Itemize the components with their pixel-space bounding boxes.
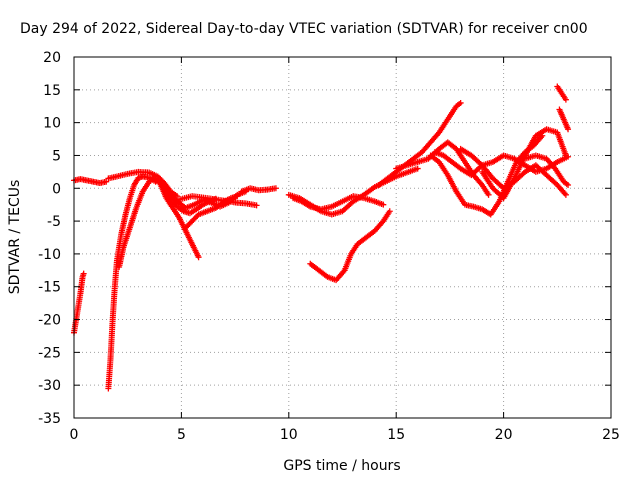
- chart-title: Day 294 of 2022, Sidereal Day-to-day VTE…: [20, 21, 588, 37]
- series-arc-17: [431, 149, 572, 179]
- y-tick-label: 20: [43, 50, 61, 66]
- y-tick-label: -15: [38, 280, 61, 296]
- data-point: [380, 201, 387, 208]
- series-arc-12: [290, 193, 387, 213]
- data-point: [414, 165, 421, 172]
- data-point: [565, 126, 572, 133]
- x-axis-label: GPS time / hours: [283, 458, 400, 474]
- x-tick-label: 15: [387, 427, 405, 443]
- y-tick-label: -25: [38, 345, 61, 361]
- y-axis-label: SDTVAR / TECUs: [7, 180, 23, 295]
- x-tick-label: 20: [495, 427, 513, 443]
- data-point: [565, 181, 572, 188]
- y-tick-label: 0: [52, 181, 61, 197]
- series-arc-13: [307, 208, 393, 284]
- series-arc-19: [479, 126, 569, 202]
- y-tick-label: -5: [47, 214, 61, 230]
- axis-ticks: 0 5 10 15 20 25 -35 -30 -25 -20 -15 -10 -5 0 5 10 15 20: [38, 50, 620, 443]
- series-arc-18: [457, 145, 569, 198]
- series-arc-1: [71, 176, 110, 187]
- plot-frame: [73, 56, 612, 419]
- data-point: [386, 208, 393, 215]
- data-point: [562, 96, 569, 103]
- y-tick-label: -10: [38, 247, 61, 263]
- series-arc-21: [556, 106, 572, 133]
- x-tick-label: 5: [177, 427, 186, 443]
- x-tick-label: 25: [602, 427, 620, 443]
- series-arc-4: [105, 168, 181, 200]
- data-point: [562, 152, 569, 159]
- y-tick-label: 5: [52, 148, 61, 164]
- series-arc-20: [522, 152, 572, 188]
- data-point: [485, 191, 492, 198]
- y-tick-label: -30: [38, 378, 61, 394]
- series-arc-10: [238, 185, 279, 195]
- y-tick-label: 15: [43, 83, 61, 99]
- data-point: [272, 185, 279, 192]
- grid: [74, 57, 611, 418]
- data-point: [194, 212, 201, 219]
- x-tick-label: 10: [280, 427, 298, 443]
- data-point: [195, 254, 202, 261]
- series-arc-2: [71, 270, 87, 336]
- series-arc-9: [174, 193, 260, 209]
- series-arc-22: [554, 83, 569, 103]
- series-arc-11: [285, 165, 421, 218]
- x-tick-label: 0: [70, 427, 79, 443]
- series-arc-3: [105, 173, 159, 392]
- data-point: [103, 178, 110, 185]
- series-arc-14: [376, 99, 464, 188]
- data-point: [457, 99, 464, 106]
- y-tick-label: 10: [43, 116, 61, 132]
- data-point: [80, 270, 87, 277]
- y-tick-label: -20: [38, 313, 61, 329]
- data-marks: [71, 83, 572, 392]
- data-point: [253, 202, 260, 209]
- data-point: [562, 191, 569, 198]
- y-tick-label: -35: [38, 411, 61, 427]
